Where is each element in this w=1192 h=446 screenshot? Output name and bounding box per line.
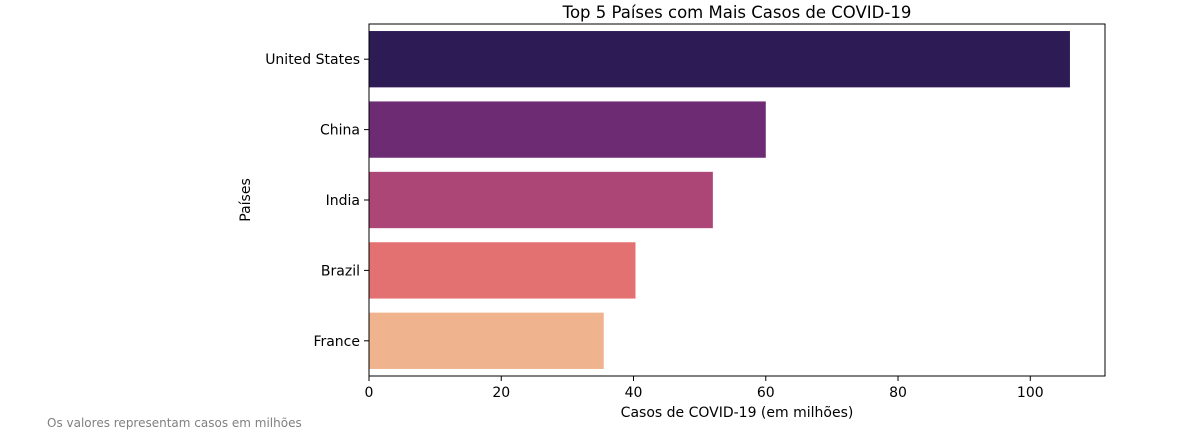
bars-group bbox=[369, 31, 1070, 369]
x-tick-label: 20 bbox=[492, 385, 510, 401]
x-tick-label: 0 bbox=[365, 385, 374, 401]
x-tick-label: 60 bbox=[757, 385, 775, 401]
bar-china bbox=[369, 101, 766, 158]
x-tick-label: 100 bbox=[1017, 385, 1044, 401]
footnote: Os valores representam casos em milhões bbox=[47, 416, 302, 430]
y-tick-label: Brazil bbox=[321, 263, 360, 279]
y-axis-ticks: United States China India Brazil France bbox=[265, 52, 369, 350]
chart-title: Top 5 Países com Mais Casos de COVID-19 bbox=[562, 3, 912, 22]
bar-brazil bbox=[369, 242, 636, 299]
bar-france bbox=[369, 312, 604, 369]
bar-united-states bbox=[369, 31, 1070, 88]
y-axis-label: Países bbox=[238, 178, 254, 221]
x-tick-label: 40 bbox=[625, 385, 643, 401]
y-tick-label: China bbox=[320, 123, 360, 139]
x-axis-ticks: 0 20 40 60 80 100 bbox=[365, 376, 1044, 401]
y-tick-label: United States bbox=[265, 52, 360, 68]
y-tick-label: France bbox=[313, 334, 360, 350]
x-axis-label: Casos de COVID-19 (em milhões) bbox=[621, 405, 854, 421]
bar-india bbox=[369, 171, 713, 229]
x-tick-label: 80 bbox=[889, 385, 907, 401]
y-tick-label: India bbox=[326, 193, 360, 209]
plot-frame bbox=[368, 23, 1106, 377]
